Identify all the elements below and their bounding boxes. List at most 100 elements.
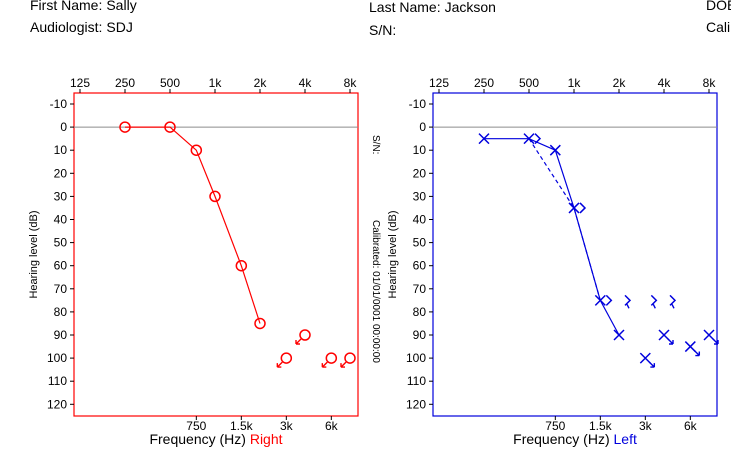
no-response-arrow — [276, 361, 283, 368]
x-axis-label: Frequency (Hz) Left — [513, 431, 637, 447]
data-point-circle — [209, 190, 221, 203]
bottom-tick-label: 750 — [545, 419, 565, 433]
series-line — [484, 138, 620, 336]
first-name-value: Sally — [106, 0, 137, 13]
y-tick-label: 10 — [413, 143, 427, 157]
data-point-bone-bracket — [579, 202, 587, 214]
x-axis-label: Frequency (Hz) Right — [149, 431, 282, 447]
top-tick-label: 1k — [209, 76, 223, 90]
data-point-bone-bracket — [624, 294, 632, 306]
y-tick-label: 40 — [413, 213, 427, 227]
top-tick-label: 8k — [344, 76, 358, 90]
first-name-label: First Name: — [30, 0, 103, 13]
data-point-circle — [190, 144, 203, 156]
top-tick-label: 250 — [474, 76, 494, 90]
last-name-field: Last Name: Jackson — [369, 0, 496, 15]
bottom-tick-label: 1.5k — [230, 419, 254, 433]
top-tick-label: 8k — [703, 76, 717, 90]
y-tick-label: 10 — [54, 143, 68, 157]
bottom-tick-label: 3k — [280, 419, 294, 433]
data-point-circle — [254, 317, 266, 330]
no-response-arrow — [648, 361, 656, 368]
series-line — [528, 138, 601, 301]
sn-field: S/N: — [369, 22, 400, 38]
bottom-tick-label: 1.5k — [589, 419, 613, 433]
x-axis-label-prefix: Frequency (Hz) — [149, 431, 249, 447]
data-point-cross — [639, 352, 651, 364]
y-tick-label: -10 — [409, 97, 427, 111]
series-line — [125, 126, 261, 324]
data-point-cross — [658, 329, 670, 341]
y-tick-label: 50 — [413, 236, 427, 250]
sn-label: S/N: — [369, 22, 397, 38]
no-response-arrow — [671, 304, 675, 309]
no-response-arrow — [712, 338, 719, 345]
y-axis-label: Hearing level (dB) — [387, 210, 399, 298]
data-point-bone-bracket — [534, 133, 542, 145]
top-tick-label: 500 — [160, 76, 180, 90]
y-tick-label: 30 — [413, 189, 427, 203]
data-point-circle — [344, 352, 356, 364]
y-tick-label: 70 — [413, 282, 427, 296]
audiologist-label: Audiologist: — [30, 19, 103, 35]
data-point-cross — [613, 329, 625, 341]
plot-frame — [432, 92, 718, 417]
plot-frame — [73, 92, 359, 417]
audiogram-left: -10 0 10 20 30 40 50 60 70 80 90 100 110 120 125 250 500… — [387, 76, 719, 447]
data-point-circle — [325, 352, 338, 364]
top-tick-label: 4k — [299, 76, 313, 90]
x-axis-label-prefix: Frequency (Hz) — [513, 431, 613, 447]
no-response-arrow — [321, 361, 328, 368]
no-response-arrow — [295, 338, 302, 345]
data-point-bone-bracket — [605, 294, 613, 306]
no-response-arrow — [652, 304, 656, 309]
y-tick-label: 60 — [54, 259, 68, 273]
data-point-bone-bracket — [650, 294, 658, 306]
data-point-circle — [235, 259, 248, 272]
top-tick-label: 125 — [429, 76, 449, 90]
y-tick-label: 100 — [47, 351, 67, 365]
data-point-cross — [523, 133, 535, 145]
data-point-cross — [703, 329, 715, 341]
y-tick-label: 90 — [54, 328, 68, 342]
audiogram-right: -10 0 10 20 30 40 50 60 70 80 90 100 110 120 125 250 500… — [28, 76, 359, 447]
top-tick-label: 2k — [613, 76, 627, 90]
bottom-tick-label: 3k — [639, 419, 653, 433]
bottom-tick-label: 750 — [186, 419, 206, 433]
y-tick-label: 20 — [413, 166, 427, 180]
top-tick-label: 2k — [254, 76, 268, 90]
calibration-field-truncated: Cali — [706, 19, 731, 35]
data-point-cross — [684, 341, 696, 353]
y-tick-label: -10 — [50, 97, 68, 111]
top-tick-label: 1k — [568, 76, 582, 90]
data-point-circle — [164, 121, 176, 133]
y-tick-label: 40 — [54, 213, 68, 227]
x-axis-label-ear: Left — [614, 431, 637, 447]
top-tick-label: 4k — [658, 76, 672, 90]
y-tick-label: 30 — [54, 189, 68, 203]
no-response-arrow — [693, 350, 701, 357]
x-axis-label-ear: Right — [250, 431, 283, 447]
data-point-cross — [549, 144, 561, 156]
y-tick-label: 60 — [413, 259, 427, 273]
bottom-tick-label: 6k — [684, 419, 698, 433]
y-tick-label: 80 — [54, 305, 68, 319]
data-point-circle — [280, 352, 293, 364]
data-point-circle — [119, 121, 131, 133]
first-name-field: First Name: Sally — [30, 0, 137, 13]
y-tick-label: 20 — [54, 166, 68, 180]
audiologist-value: SDJ — [106, 19, 133, 35]
no-response-arrow — [626, 304, 630, 309]
top-tick-label: 250 — [115, 76, 135, 90]
y-tick-label: 120 — [406, 397, 426, 411]
y-tick-label: 90 — [413, 328, 427, 342]
top-tick-label: 500 — [519, 76, 539, 90]
calibrated-side-label: Calibrated: 01/01/0001 00:00:00 — [370, 220, 381, 363]
data-point-bone-bracket — [669, 294, 677, 306]
y-tick-label: 100 — [406, 351, 426, 365]
data-point-circle — [299, 329, 311, 341]
no-response-arrow — [340, 361, 347, 368]
data-point-cross — [568, 202, 580, 214]
top-tick-label: 125 — [70, 76, 90, 90]
